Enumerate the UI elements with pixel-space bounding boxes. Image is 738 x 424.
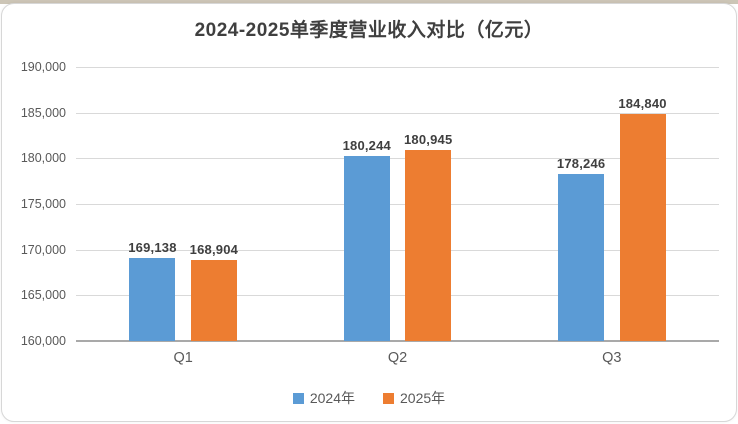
- bars-layer: 169,138 168,904 180,244 180,945 178,246 184,8…: [76, 67, 719, 341]
- legend-swatch-2025: [383, 392, 394, 404]
- value-label: 178,246: [556, 156, 606, 172]
- value-label: 180,945: [403, 131, 453, 147]
- y-tick-label: 175,000: [20, 197, 66, 211]
- bar-2025-q2: [405, 149, 452, 341]
- y-tick-label: 160,000: [20, 334, 66, 348]
- legend-label-2024: 2024年: [309, 390, 355, 406]
- bar-2025-q1: [190, 259, 237, 341]
- gridline: [76, 158, 719, 160]
- legend-item-2025: 2025年: [383, 388, 445, 408]
- bar-2024-q1: [129, 257, 176, 341]
- bar-2024-q3: [558, 174, 605, 341]
- bar-column: 169,138: [128, 239, 177, 341]
- y-axis: 160,000 165,000 170,000 175,000 180,000 185,0…: [2, 60, 66, 348]
- x-axis-label-q1: Q1: [173, 350, 193, 366]
- gridline: [76, 295, 719, 297]
- gridline: [76, 249, 719, 251]
- bar-group-q1: 169,138 168,904: [76, 67, 290, 341]
- y-tick-label: 165,000: [20, 288, 66, 303]
- bar-column: 184,840: [618, 96, 667, 341]
- bar-column: 178,246: [557, 156, 605, 341]
- bar-column: 180,244: [343, 138, 391, 341]
- y-tick-label: 185,000: [20, 105, 66, 120]
- legend: 2024年 2025年: [2, 388, 736, 408]
- y-tick-label: 180,000: [20, 151, 66, 166]
- bar-group-q2: 180,244 180,945: [290, 67, 504, 341]
- value-label: 184,840: [618, 96, 667, 112]
- bar-2024-q2: [343, 156, 390, 341]
- chart-card: 2024-2025单季度营业收入对比（亿元） 160,000 165,000 170…: [1, 3, 737, 422]
- plot-area: 169,138 168,904 180,244 180,945 178,246 184,8…: [76, 67, 719, 342]
- x-axis-label-q3: Q3: [602, 350, 622, 366]
- y-tick-label: 170,000: [20, 242, 66, 257]
- page-background-strip: [0, 0, 738, 4]
- bar-2025-q3: [619, 114, 666, 341]
- x-axis-line: [76, 340, 719, 342]
- gridline: [76, 112, 719, 114]
- value-label: 169,138: [128, 239, 177, 255]
- value-label: 180,244: [342, 138, 391, 154]
- legend-swatch-2024: [292, 392, 304, 404]
- value-label: 168,904: [189, 241, 239, 257]
- chart-title: 2024-2025单季度营业收入对比（亿元）: [194, 20, 544, 41]
- gridline: [76, 204, 719, 205]
- bar-group-q3: 178,246 184,840: [505, 67, 719, 341]
- bar-column: 168,904: [190, 242, 238, 341]
- gridline: [76, 67, 719, 68]
- y-tick-label: 190,000: [20, 60, 66, 74]
- legend-item-2024: 2024年: [292, 388, 355, 408]
- x-axis: Q1 Q2 Q3: [76, 350, 719, 366]
- legend-label-2025: 2025年: [400, 390, 446, 406]
- x-axis-label-q2: Q2: [387, 350, 408, 366]
- bar-column: 180,945: [404, 132, 452, 341]
